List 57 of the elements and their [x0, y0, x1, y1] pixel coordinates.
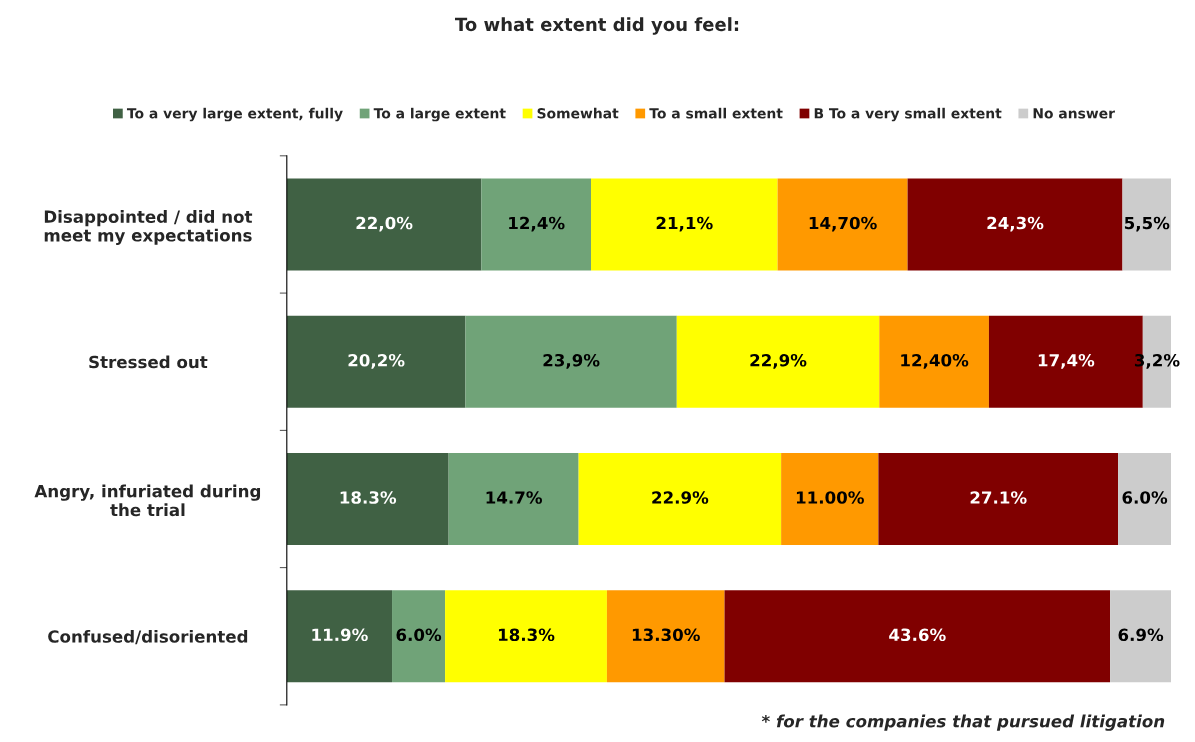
legend-label: No answer [1033, 108, 1115, 119]
data-label: 12,4% [509, 216, 565, 232]
bar [724, 590, 1111, 683]
data-label: 23,9% [543, 353, 600, 369]
data-label: 14.7% [486, 491, 542, 504]
data-label: 27.1% [970, 491, 1027, 504]
y-tick-label: Angry, infuriated during the trial [34, 484, 261, 517]
data-label: 13.30% [632, 628, 700, 642]
legend-label: To a small extent [649, 107, 783, 119]
bar [1118, 453, 1172, 545]
bar [878, 453, 1119, 545]
bar [781, 453, 879, 545]
bar [676, 315, 880, 408]
bar [907, 178, 1123, 271]
data-label: 21,1% [656, 216, 713, 232]
bar [1122, 178, 1172, 271]
y-tick-label: Stressed out [89, 355, 208, 369]
data-label: 11.9% [312, 628, 368, 642]
legend-label: To a large extent [373, 107, 506, 122]
bar [286, 178, 482, 271]
data-label: 18.3% [498, 628, 555, 642]
bar [879, 315, 989, 408]
data-label: 12,40% [901, 353, 969, 369]
data-label: 6.9% [1118, 628, 1164, 642]
bar [606, 590, 725, 683]
bar [286, 590, 393, 683]
data-label: 14,70% [809, 216, 877, 232]
bar [481, 178, 591, 271]
legend-label: Somewhat [537, 107, 619, 119]
text: * for the companies that pursued litigation [761, 714, 1165, 731]
y-tick-label: Disappointed / did not meet my expectations [44, 210, 253, 245]
data-label: 24,3% [987, 216, 1044, 232]
bar [777, 178, 908, 271]
y-tick-label: Confused/disoriented [48, 629, 248, 645]
bar [286, 453, 449, 545]
bar [1110, 590, 1172, 683]
data-label: 22,0% [356, 216, 413, 232]
data-label: 18.3% [340, 491, 397, 504]
bar [445, 590, 607, 683]
data-label: 5,5% [1124, 216, 1170, 232]
bar [465, 315, 677, 408]
data-label: 6.0% [396, 628, 442, 642]
bar [578, 453, 782, 545]
bar [286, 315, 466, 408]
bar [591, 178, 778, 271]
legend-label: B To a very small extent [814, 107, 1002, 122]
data-label: 22,9% [750, 353, 807, 369]
data-label: 20,2% [348, 353, 405, 369]
data-label: 11.00% [796, 491, 864, 504]
data-label: 22.9% [652, 491, 709, 504]
data-label: 6.0% [1122, 491, 1168, 504]
bar [392, 590, 446, 683]
legend-label: To a very large extent, fully [126, 107, 343, 122]
data-label: 43.6% [889, 628, 946, 642]
data-label: 17,4% [1038, 353, 1095, 369]
chart-title: To what extent did you feel: [455, 17, 739, 35]
bar [448, 453, 579, 545]
